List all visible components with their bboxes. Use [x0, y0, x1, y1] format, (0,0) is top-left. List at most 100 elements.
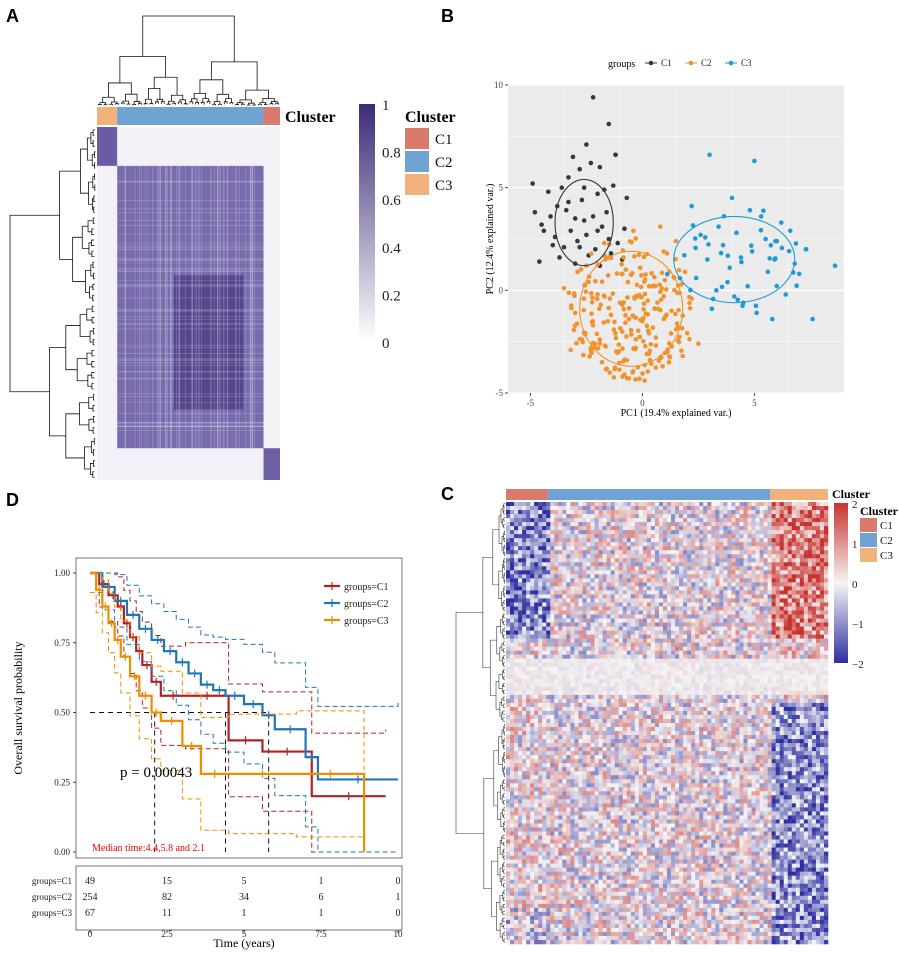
heatmap-cell [719, 502, 724, 507]
heatmap-cell [646, 518, 652, 523]
heatmap-cell [687, 682, 692, 688]
point-c1 [559, 185, 565, 190]
heatmap-cell [819, 582, 825, 587]
heatmap-cell [586, 598, 591, 603]
point-c3 [709, 306, 715, 312]
heatmap-cell [514, 674, 519, 680]
heatmap-cell [650, 686, 656, 692]
heatmap-cell [683, 634, 688, 639]
heatmap-cell [642, 662, 648, 668]
heatmap-cell [618, 562, 624, 567]
heatmap-cell [590, 702, 595, 708]
heatmap-cell [574, 530, 579, 535]
dendrogram-branch [503, 662, 505, 667]
heatmap-cell [783, 618, 789, 623]
heatmap-cell [506, 514, 511, 519]
heatmap-cell [755, 678, 760, 684]
point-c2 [611, 327, 617, 333]
heatmap-cell [695, 606, 700, 611]
heatmap-cell [642, 690, 648, 696]
heatmap-cell [719, 574, 724, 579]
dendrogram-branch [500, 812, 504, 827]
heatmap-cell [715, 690, 720, 696]
heatmap-cell [671, 630, 676, 635]
heatmap-cell [771, 626, 776, 631]
heatmap-cell [791, 526, 797, 531]
heatmap-cell [775, 634, 780, 639]
heatmap-cell [650, 678, 656, 684]
heatmap-cell [506, 502, 511, 507]
heatmap-cell [622, 630, 628, 635]
heatmap-cell [783, 518, 789, 523]
heatmap-cell [703, 694, 708, 700]
heatmap-cell [602, 602, 607, 607]
heatmap-cell [542, 662, 547, 668]
heatmap-cell [586, 662, 591, 668]
heatmap-cell [542, 554, 547, 559]
heatmap-cell [538, 614, 543, 619]
point-c2 [571, 327, 577, 333]
heatmap-cell [719, 690, 724, 696]
heatmap-cell [811, 582, 817, 587]
heatmap-cell [787, 682, 793, 688]
heatmap-cell [586, 614, 591, 619]
heatmap-cell [727, 666, 732, 672]
heatmap-cell [622, 674, 628, 680]
heatmap-cell [759, 542, 764, 547]
heatmap-cell [618, 522, 624, 527]
heatmap-cell [518, 586, 523, 591]
heatmap-cell [562, 638, 567, 643]
heatmap-cell [739, 634, 744, 639]
heatmap-cell [602, 606, 607, 611]
heatmap-cell [771, 634, 776, 639]
heatmap-cell [534, 694, 539, 700]
dendrogram-branch [503, 938, 505, 943]
heatmap-cell [735, 526, 740, 531]
heatmap-cell [683, 666, 688, 672]
heatmap-cell [723, 582, 728, 587]
heatmap-cell [614, 678, 619, 684]
heatmap-cell [590, 578, 595, 583]
heatmap-cell [582, 654, 587, 660]
heatmap-cell [654, 662, 660, 668]
heatmap-cell [707, 558, 712, 563]
heatmap-cell [687, 574, 692, 579]
heatmap-cell [646, 614, 652, 619]
heatmap-cell [550, 674, 555, 680]
heatmap-cell [606, 658, 611, 664]
heatmap-cell [530, 514, 535, 519]
heatmap-cell [771, 546, 776, 551]
heatmap-cell [618, 538, 624, 543]
heatmap-cell [662, 614, 668, 619]
heatmap-cell [727, 686, 732, 692]
heatmap-cell [743, 586, 748, 591]
point-c1 [530, 181, 535, 186]
heatmap-cell [767, 646, 772, 651]
heatmap-cell [763, 594, 768, 599]
heatmap-cell [699, 654, 704, 660]
heatmap-cell [823, 582, 829, 587]
heatmap-cell [799, 590, 805, 595]
heatmap-cell [719, 662, 724, 668]
heatmap-cell [719, 666, 724, 672]
heatmap-cell [634, 622, 640, 627]
heatmap-cell [594, 582, 599, 587]
heatmap-cell [671, 562, 676, 567]
heatmap-cell [747, 514, 752, 519]
heatmap-cell [743, 626, 748, 631]
heatmap-cell [526, 694, 531, 700]
dendrogram-branch [496, 902, 501, 931]
heatmap-cell [687, 606, 692, 611]
heatmap-cell [542, 626, 547, 631]
heatmap-cell [771, 670, 776, 676]
heatmap-cell [506, 578, 511, 583]
heatmap-cell [586, 654, 591, 660]
heatmap-cell [642, 506, 648, 511]
heatmap-cell [751, 590, 756, 595]
heatmap-cell [526, 622, 531, 627]
heatmap-cell [582, 570, 587, 575]
heatmap-cell [558, 510, 563, 515]
heatmap-cell [642, 682, 648, 688]
heatmap-cell [618, 566, 624, 571]
heatmap-cell [534, 642, 539, 647]
